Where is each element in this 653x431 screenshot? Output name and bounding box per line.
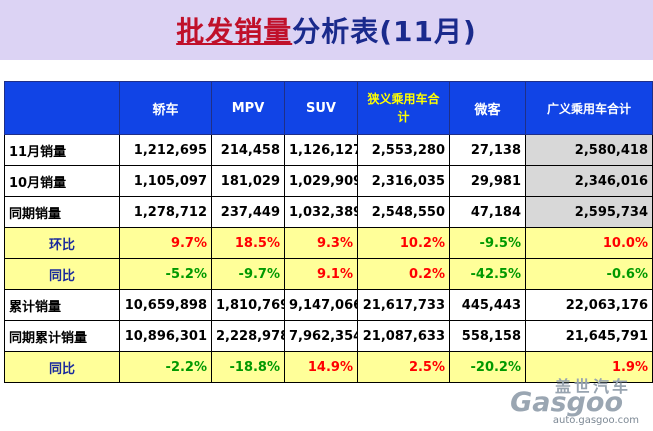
table-row: 环比 9.7% 18.5% 9.3% 10.2% -9.5% 10.0% [4, 227, 653, 259]
header-cell-minivan: 微客 [449, 81, 526, 135]
table-row: 同比 -5.2% -9.7% 9.1% 0.2% -42.5% -0.6% [4, 258, 653, 290]
table-cell: 2,346,016 [525, 165, 653, 197]
table-cell: -20.2% [449, 351, 526, 383]
table-cell: 2,553,280 [357, 134, 450, 166]
table-cell: 9.7% [119, 227, 212, 259]
table-row: 10月销量 1,105,097 181,029 1,029,909 2,316,… [4, 165, 653, 197]
table-row: 同期销量 1,278,712 237,449 1,032,389 2,548,5… [4, 196, 653, 228]
table-cell: 558,158 [449, 320, 526, 352]
table-cell: 22,063,176 [525, 289, 653, 321]
header-cell-mpv: MPV [211, 81, 285, 135]
table-cell: -0.6% [525, 258, 653, 290]
table-cell: 2,228,978 [211, 320, 285, 352]
table-cell: -2.2% [119, 351, 212, 383]
table-cell: -18.8% [211, 351, 285, 383]
title-part1: 批发销量 [176, 15, 293, 48]
row-label: 同期销量 [4, 196, 120, 228]
table-cell: 237,449 [211, 196, 285, 228]
table-cell: 2,580,418 [525, 134, 653, 166]
table-cell: 2,548,550 [357, 196, 450, 228]
header-cell-broad-total: 广义乘用车合计 [525, 81, 653, 135]
table-cell: -5.2% [119, 258, 212, 290]
row-label: 10月销量 [4, 165, 120, 197]
table-cell: -42.5% [449, 258, 526, 290]
table-cell: 14.9% [284, 351, 358, 383]
table-cell: 21,645,791 [525, 320, 653, 352]
table-cell: 9.3% [284, 227, 358, 259]
table-cell: 2.5% [357, 351, 450, 383]
table-cell: 9,147,066 [284, 289, 358, 321]
table-cell: 27,138 [449, 134, 526, 166]
sales-table: 轿车 MPV SUV 狭义乘用车合计 微客 广义乘用车合计 11月销量 1,21… [4, 81, 653, 383]
table-cell: 2,595,734 [525, 196, 653, 228]
table-cell: 10,896,301 [119, 320, 212, 352]
watermark-logo-text: Gasgoo [510, 387, 623, 418]
table-cell: 2,316,035 [357, 165, 450, 197]
table-cell: 47,184 [449, 196, 526, 228]
table-cell: 214,458 [211, 134, 285, 166]
table-cell: 1,032,389 [284, 196, 358, 228]
table-row: 同期累计销量 10,896,301 2,228,978 7,962,354 21… [4, 320, 653, 352]
table-cell: 10.0% [525, 227, 653, 259]
table-cell: 1,105,097 [119, 165, 212, 197]
row-label: 环比 [4, 227, 120, 259]
table-cell: 0.2% [357, 258, 450, 290]
table-cell: 445,443 [449, 289, 526, 321]
row-label: 同比 [4, 258, 120, 290]
table-cell: 1.9% [525, 351, 653, 383]
table-cell: 10.2% [357, 227, 450, 259]
watermark-url-text: auto.gasgoo.com [552, 415, 639, 426]
table-cell: -9.5% [449, 227, 526, 259]
row-label: 累计销量 [4, 289, 120, 321]
table-cell: 18.5% [211, 227, 285, 259]
table-cell: 29,981 [449, 165, 526, 197]
table-cell: 1,278,712 [119, 196, 212, 228]
table-cell: 9.1% [284, 258, 358, 290]
table-cell: 21,617,733 [357, 289, 450, 321]
table-cell: 1,029,909 [284, 165, 358, 197]
page-title: 批发销量分析表(11月) [176, 10, 477, 50]
row-label: 同比 [4, 351, 120, 383]
header-cell-empty [4, 81, 120, 135]
table-row: 11月销量 1,212,695 214,458 1,126,127 2,553,… [4, 134, 653, 166]
table-cell: 21,087,633 [357, 320, 450, 352]
table-cell: 1,810,769 [211, 289, 285, 321]
title-banner: 批发销量分析表(11月) [0, 0, 653, 60]
header-cell-narrow-total: 狭义乘用车合计 [357, 81, 450, 135]
table-cell: 1,212,695 [119, 134, 212, 166]
table-cell: -9.7% [211, 258, 285, 290]
table-cell: 7,962,354 [284, 320, 358, 352]
table-header-row: 轿车 MPV SUV 狭义乘用车合计 微客 广义乘用车合计 [4, 81, 653, 135]
table-row: 同比 -2.2% -18.8% 14.9% 2.5% -20.2% 1.9% [4, 351, 653, 383]
header-cell-suv: SUV [284, 81, 358, 135]
header-cell-sedan: 轿车 [119, 81, 212, 135]
table-row: 累计销量 10,659,898 1,810,769 9,147,066 21,6… [4, 289, 653, 321]
table-cell: 1,126,127 [284, 134, 358, 166]
row-label: 同期累计销量 [4, 320, 120, 352]
table-cell: 10,659,898 [119, 289, 212, 321]
row-label: 11月销量 [4, 134, 120, 166]
table-cell: 181,029 [211, 165, 285, 197]
title-part2: 分析表(11月) [292, 15, 477, 48]
